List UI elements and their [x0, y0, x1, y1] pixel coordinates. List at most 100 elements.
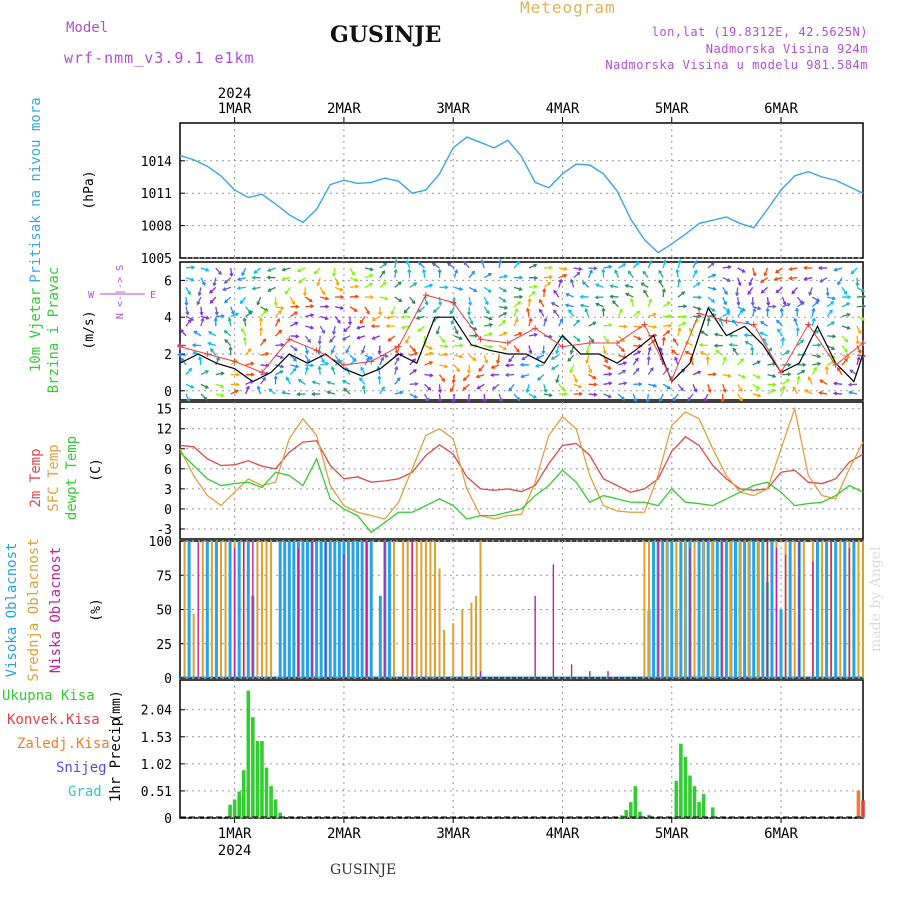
wind-arrow-head — [795, 326, 800, 331]
wind-arrow — [528, 345, 532, 354]
wind-arrow-head — [752, 272, 757, 277]
wind-arrow-head — [205, 315, 210, 320]
wind-arrow — [677, 327, 681, 336]
wind-arrow-head — [848, 390, 853, 395]
wind-arrow — [722, 373, 731, 377]
wind-arrow — [595, 303, 604, 308]
wind-arrow — [513, 261, 520, 269]
wind-arrow — [361, 345, 366, 354]
wind-arrow — [200, 306, 203, 315]
wind-arrow-head — [180, 357, 185, 362]
wind-arrow — [282, 391, 291, 395]
wind-arrow — [610, 285, 619, 289]
wind-arrow — [628, 270, 634, 279]
wind-arrow — [789, 277, 798, 280]
rain-total-bar — [255, 741, 260, 818]
wind-arrow — [647, 367, 654, 375]
wind-arrow-head — [335, 281, 340, 286]
wind-arrow — [794, 318, 798, 327]
wind-arrow-head — [361, 384, 366, 390]
wind-arrow-head — [417, 261, 422, 266]
wind-arrow — [200, 370, 209, 376]
wind-arrow — [780, 308, 784, 317]
wind-arrow — [290, 364, 299, 368]
wind-arrow — [707, 306, 716, 312]
wind-arrow — [526, 308, 530, 317]
wind-arrow-head — [525, 307, 531, 312]
rain-total-bar — [251, 717, 255, 818]
wind-arrow-head — [355, 294, 360, 299]
wind-arrow — [737, 393, 743, 402]
wind-arrow-head — [608, 372, 613, 377]
wind-arrow — [453, 269, 458, 278]
wind-arrow — [453, 325, 459, 334]
wind-arrow — [595, 283, 604, 288]
wind-arrow — [573, 335, 581, 342]
wind-arrow — [275, 310, 282, 317]
wind-arrow-head — [250, 361, 255, 366]
wind-arrow-head — [472, 357, 477, 362]
wind-arrow-head — [295, 304, 300, 309]
wind-arrow — [424, 361, 433, 366]
wind-arrow-head — [804, 389, 809, 393]
wind-arrow — [275, 329, 282, 337]
wind-arrow-head — [294, 311, 299, 316]
wind-arrow — [630, 298, 634, 307]
wind-arrow — [314, 267, 321, 275]
wind-arrow-head — [561, 386, 566, 391]
wind-arrow-head — [563, 273, 568, 278]
wind-arrow — [662, 383, 671, 390]
wind-arrow-head — [199, 311, 204, 316]
wind-arrow — [282, 277, 291, 280]
wind-arrow — [438, 393, 441, 403]
wind-arrow-head — [672, 337, 677, 342]
wind-arrow — [275, 343, 284, 347]
wind-arrow-head — [800, 339, 805, 344]
wind-arrow-head — [588, 269, 593, 274]
wind-arrow — [796, 327, 799, 336]
wind-arrow-head — [576, 338, 581, 342]
wind-arrow-head — [785, 378, 790, 383]
wind-arrow — [468, 296, 472, 306]
wind-arrow — [731, 319, 739, 327]
wind-arrow-head — [720, 399, 725, 404]
wind-arrow — [760, 321, 768, 327]
wind-arrow-head — [634, 357, 639, 362]
wind-arrow-head — [262, 338, 267, 343]
wind-gust-marker — [504, 339, 511, 346]
wind-arrow — [405, 260, 411, 269]
wind-arrow-head — [449, 388, 454, 393]
wind-arrow — [826, 309, 833, 317]
wind-arrow-head — [280, 305, 285, 310]
wind-arrow — [508, 383, 515, 392]
wind-arrow-head — [407, 268, 412, 273]
wind-arrow-head — [782, 301, 787, 306]
wind-arrow — [409, 296, 416, 304]
wind-arrow — [424, 344, 433, 350]
wind-arrow — [751, 308, 756, 317]
wind-arrow — [703, 393, 709, 402]
wind-arrow-head — [266, 268, 272, 272]
wind-arrow-head — [413, 394, 418, 399]
wind-arrow-head — [541, 350, 546, 355]
wind-arrow — [185, 287, 191, 295]
pressure-ytick-label-1: 1008 — [141, 220, 172, 235]
wind-arrow — [700, 330, 709, 337]
wind-arrow-head — [698, 343, 703, 348]
wind-arrow-head — [285, 376, 290, 381]
wind-arrow-head — [284, 290, 289, 295]
wind-arrow-head — [262, 376, 266, 381]
wind-arrow — [245, 380, 254, 385]
wind-arrow — [394, 281, 402, 288]
wind-arrow — [228, 318, 232, 327]
wind-arrow-head — [437, 389, 443, 394]
wind-arrow — [334, 277, 340, 286]
wind-arrow-head — [354, 284, 360, 289]
wind-arrow — [808, 376, 813, 385]
wind-arrow-head — [353, 308, 358, 312]
wind-arrow-head — [417, 328, 422, 332]
wind-arrow — [521, 354, 530, 361]
wind-arrow — [678, 305, 687, 308]
wind-arrow — [185, 297, 188, 306]
wind-arrow-head — [697, 306, 702, 311]
